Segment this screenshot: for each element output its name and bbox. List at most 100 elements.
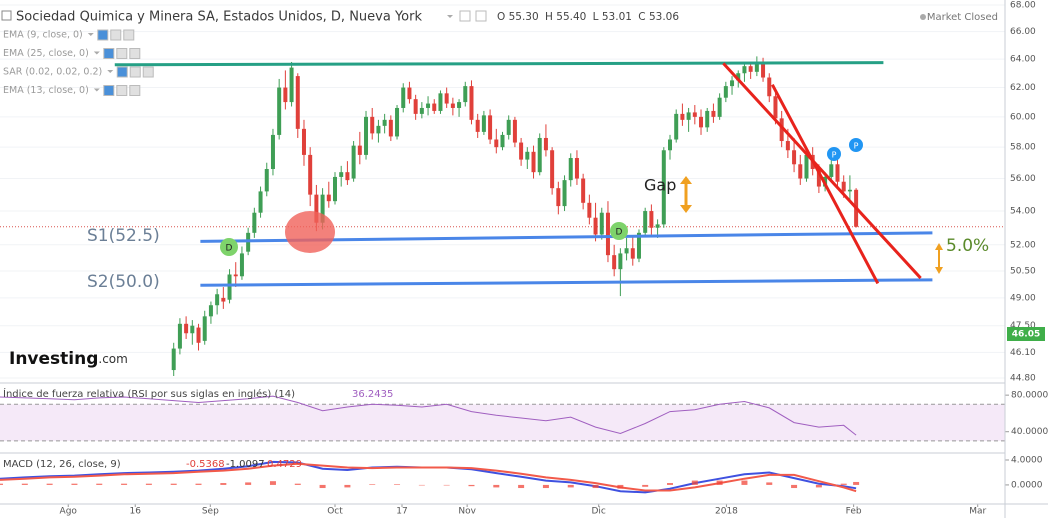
candle-body [401, 87, 406, 108]
candle-body [754, 61, 759, 72]
logo: Investing.com [9, 349, 128, 369]
candle-body [233, 274, 238, 277]
macd-hist-value: 0.4729 [267, 459, 302, 470]
candle-body [333, 176, 337, 202]
price-badge [1007, 327, 1045, 341]
candle-body [419, 107, 424, 114]
candle-body [773, 96, 778, 119]
marker: P [827, 147, 841, 161]
candle-body [618, 253, 623, 270]
x-tick-label: Feb [846, 507, 862, 517]
icon-button[interactable] [459, 10, 471, 22]
y-tick-label: 54.00 [1010, 207, 1036, 217]
x-tick-label: Nov [458, 507, 476, 517]
gap-label: Gap [644, 176, 676, 195]
candle-body [717, 97, 722, 117]
y-tick-label: 47.50 [1010, 321, 1036, 331]
histogram-bar [121, 483, 128, 485]
icon-button[interactable] [129, 48, 141, 59]
indicator-label: SAR (0.02, 0.02, 0.2) [3, 67, 102, 78]
icon-button[interactable] [116, 85, 128, 96]
candle-body [314, 194, 319, 223]
candle-body [444, 93, 449, 104]
marker-label: D [226, 244, 233, 254]
candle-body [705, 110, 710, 128]
histogram-bar [791, 484, 798, 489]
marker-label: P [854, 142, 859, 151]
icon-button[interactable] [129, 66, 141, 78]
y-tick-label: 52.00 [1010, 240, 1036, 250]
candle-body [519, 142, 524, 160]
candle-body [345, 172, 350, 181]
candle-body [630, 248, 635, 259]
candle-body [512, 119, 517, 143]
histogram-bar [195, 483, 202, 485]
candle-body [500, 134, 505, 148]
icon-button[interactable] [103, 85, 115, 96]
candle-body [426, 103, 431, 108]
icon-button[interactable] [129, 85, 141, 96]
dropdown[interactable] [87, 33, 94, 36]
icon-button[interactable] [110, 29, 122, 41]
ohlc-value: 55.30 [509, 11, 539, 23]
candle-body [326, 194, 331, 202]
candle-body [562, 180, 567, 207]
candle-body [351, 145, 356, 179]
candle-body [450, 103, 455, 108]
candle-body [388, 119, 393, 137]
x-tick-label: 16 [130, 507, 142, 517]
candle-body [407, 87, 412, 100]
candle-body [270, 134, 275, 170]
gap-arrow [680, 176, 692, 213]
ohlc-value: 55.40 [556, 11, 586, 23]
histogram-bar [394, 484, 401, 485]
indicator-list: EMA (9, close, 0) EMA (25, close, 0) SAR (… [3, 29, 154, 96]
candle-body [494, 139, 499, 148]
price-badge-label: 46.05 [1012, 330, 1040, 340]
icon-button[interactable] [475, 10, 487, 22]
candle-body [531, 151, 536, 173]
y-tick-label: 0.0000 [1011, 480, 1043, 490]
dropdown[interactable] [93, 88, 100, 92]
candle-body [723, 86, 728, 98]
candle-body [202, 316, 207, 341]
collapse-toggle[interactable] [1, 10, 12, 21]
histogram-bar [21, 483, 28, 485]
icon-button[interactable] [97, 29, 109, 41]
dropdown[interactable] [107, 70, 114, 73]
histogram-bar [567, 484, 574, 488]
x-tick-label: 17 [396, 507, 407, 517]
candle-body [177, 323, 182, 349]
x-tick-label: Mar [969, 507, 986, 517]
candle-body [742, 66, 747, 74]
macd-title: MACD (12, 26, close, 9) [3, 459, 121, 470]
indicator-line [0, 395, 857, 436]
marker-label: P [832, 151, 837, 160]
candle-body [463, 86, 468, 103]
icon-button[interactable] [116, 66, 128, 78]
dropdown[interactable] [93, 51, 100, 55]
rsi-title: Índice de fuerza relativa (RSI por sus s… [3, 387, 295, 400]
histogram-bar [269, 481, 276, 485]
candle-body [692, 112, 697, 117]
histogram-bar [294, 483, 301, 485]
candle-body [730, 80, 735, 87]
y-tick-label: 58.00 [1010, 143, 1036, 153]
candle-body [711, 110, 716, 117]
x-tick-label: Dic [591, 507, 605, 517]
icon-button[interactable] [116, 48, 128, 59]
candle-body [612, 255, 617, 270]
histogram-bar [220, 483, 227, 485]
candle-body [295, 76, 300, 129]
histogram-bar [518, 484, 525, 489]
dropdown[interactable] [447, 15, 453, 18]
icon-button[interactable] [103, 48, 115, 59]
indicator-label: EMA (13, close, 0) [3, 85, 89, 96]
histogram-bar [493, 484, 500, 488]
icon-button[interactable] [142, 66, 154, 78]
icon-button[interactable] [123, 29, 135, 41]
trend-line [114, 61, 884, 67]
y-tick-label: 49.00 [1010, 293, 1036, 303]
market-status: Market Closed [927, 12, 998, 23]
